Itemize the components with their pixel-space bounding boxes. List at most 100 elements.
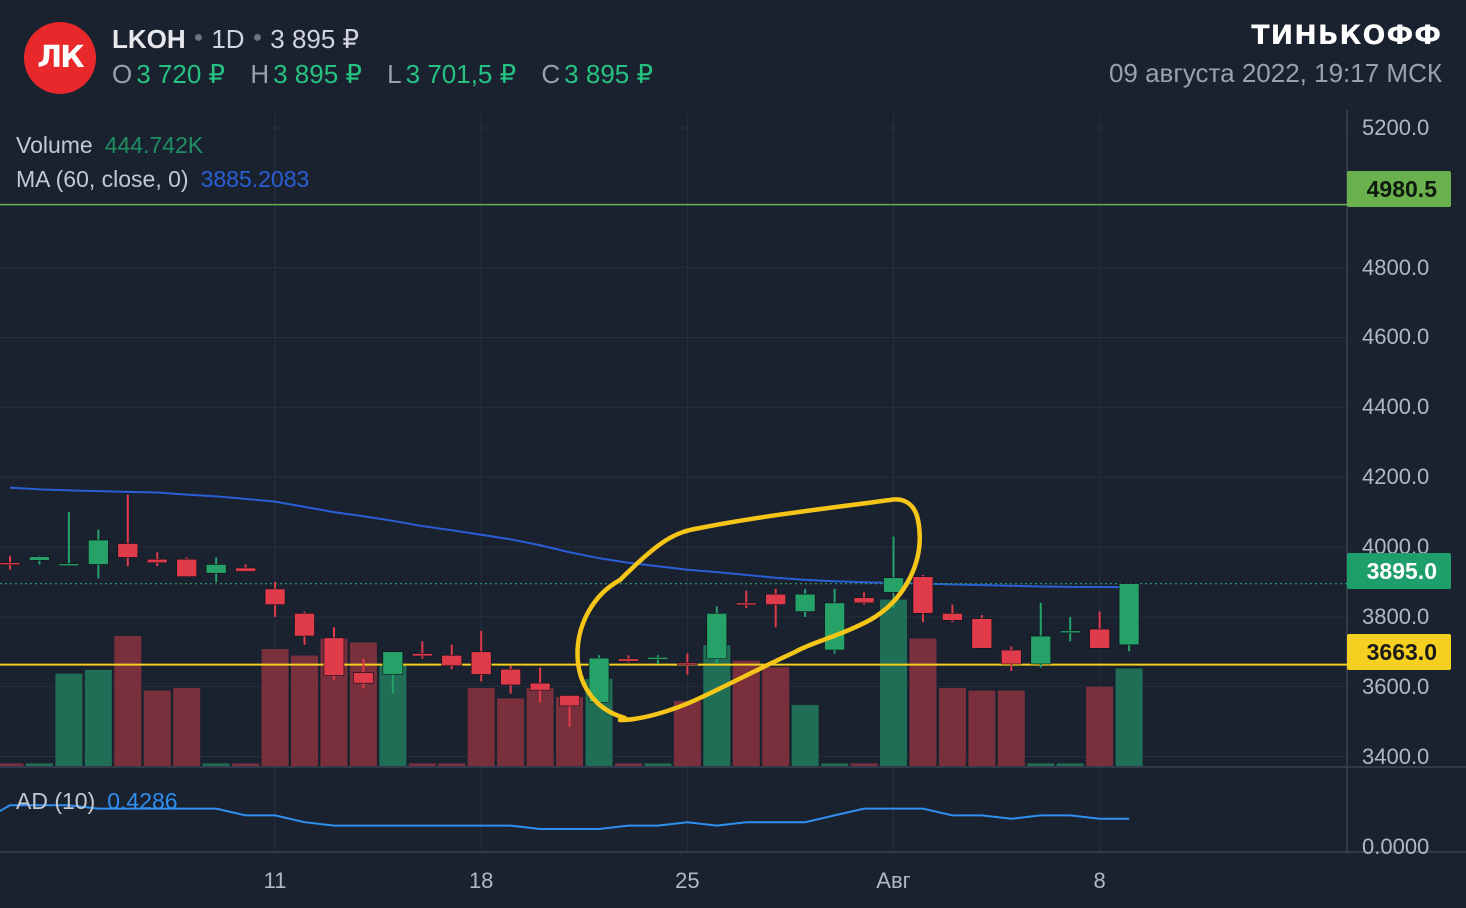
candle-body [353,672,374,684]
candle [677,653,698,675]
symbol-line[interactable]: LKOH ● 1D ● 3 895 ₽ [112,24,359,55]
volume-bar [614,763,642,766]
volume-bar [997,690,1025,766]
candle-body [88,539,109,565]
candle [647,655,669,664]
low-value: 3 701,5 ₽ [405,59,517,89]
candle-body [500,668,521,686]
volume-bar [408,763,436,766]
candle [883,536,904,609]
ad-legend[interactable]: AD (10) 0.4286 [16,788,178,815]
candle [765,588,787,628]
candle [853,592,875,605]
volume-bar [55,673,83,766]
candle-body [647,657,669,660]
volume-bar [821,763,849,766]
candle-body [794,593,816,612]
candle [1030,602,1052,668]
hand-drawn-annotation [575,497,922,723]
candle-body [176,558,197,577]
price: 3 895 ₽ [270,24,360,54]
time-axis-label: 8 [1093,868,1106,893]
candle [382,651,404,694]
candle-body [1118,583,1140,646]
candle [735,590,757,609]
candle [1118,583,1140,652]
high-key: H [250,59,270,89]
ad-axis-label: 0.0000 [1362,834,1430,859]
candle [58,512,80,567]
candle [824,588,845,654]
time-axis-label: 18 [468,868,494,893]
candle-body [529,682,551,691]
volume-legend[interactable]: Volume 444.742K [16,132,203,159]
low-key: L [387,59,402,89]
candle-body [470,651,492,675]
candle-body [912,576,934,614]
ma-60-line [9,486,1130,589]
candle-body [971,618,993,649]
volume-label: Volume [16,132,93,158]
volume-bar [1056,763,1084,766]
candle [588,655,610,703]
lukoil-logo: ЛК [24,22,96,94]
price-axis-label: 4600.0 [1362,324,1430,350]
volume-bar [261,649,289,766]
candle-body [735,602,757,606]
timeframe: 1D [211,24,245,54]
volume-bar [438,763,466,766]
candle [529,667,551,703]
candle-body [618,658,639,662]
candle-body [559,695,580,707]
volume-bar [202,763,230,766]
candle-body [942,613,963,621]
candle [1000,646,1022,671]
candle [912,574,934,623]
logo-text: ЛК [37,40,84,75]
close-key: C [541,59,561,89]
candle [176,557,197,577]
candle-body [146,558,168,564]
volume-bar [114,636,142,766]
candle-body [29,556,50,561]
volume-bar [644,763,672,766]
ma-label: MA (60, close, 0) [16,166,189,192]
ad-line [0,804,1130,830]
ad-value: 0.4286 [107,788,178,814]
candle-body [205,564,227,574]
candle [353,658,374,689]
candle-body [853,597,875,604]
candle [1059,616,1081,642]
brand-logo: ТИНЬКОФФ [1251,20,1442,51]
candle [942,604,963,623]
price-axis-label: 4800.0 [1362,254,1430,280]
price-axis-label: 3800.0 [1362,603,1430,629]
volume-bar [143,690,171,766]
volume-bar [880,599,907,766]
ma-line [9,486,1130,589]
candle [235,564,256,572]
volume-bar [173,688,201,766]
last-price-tag: 3895.0 [1347,553,1451,589]
price-axis-label: 5200.0 [1362,114,1430,140]
candle-body [441,654,463,667]
candle [559,695,580,727]
time-axis-label: 11 [263,868,287,893]
candle [205,557,227,582]
time-axis-label: 25 [675,868,700,893]
ma-legend[interactable]: MA (60, close, 0) 3885.2083 [16,166,309,193]
candle [441,644,463,670]
volume-bar [25,763,53,766]
volume-bar [1027,763,1055,766]
candle [294,611,315,645]
candle-body [323,637,345,676]
volume-bar [497,698,525,766]
volume-bar [291,655,318,766]
candle-body [1059,630,1081,634]
candle-body [677,662,698,666]
candle-body [117,543,139,558]
candle-body [706,613,728,660]
